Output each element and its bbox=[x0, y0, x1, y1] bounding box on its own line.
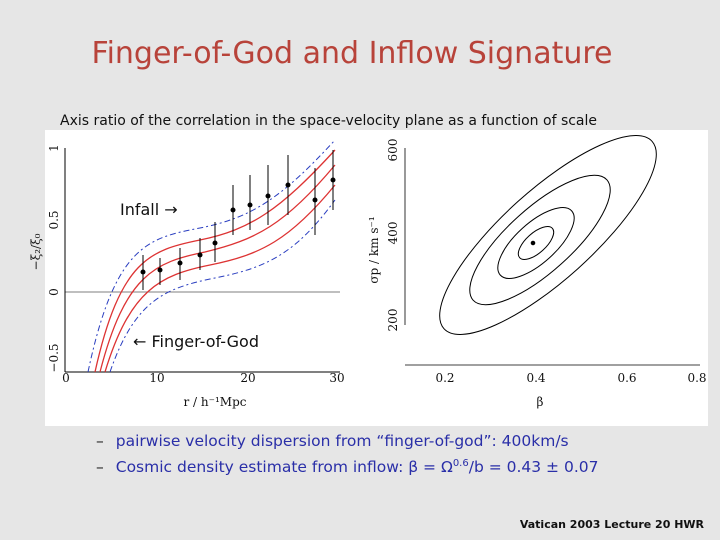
model-curve bbox=[99, 164, 336, 373]
bullet: – Cosmic density estimate from inflow: β … bbox=[96, 458, 599, 477]
bullet-superscript: 0.6 bbox=[452, 458, 469, 469]
y-axis-label: −ξ₂/ξ₀ bbox=[29, 233, 43, 270]
bullet-value: 400km/s bbox=[501, 432, 569, 450]
y-tick-label: 200 bbox=[386, 309, 400, 332]
slide-title: Finger-of-God and Inflow Signature bbox=[91, 36, 613, 71]
y-axis-label: σp / km s⁻¹ bbox=[367, 216, 381, 283]
bullet-text: Cosmic density estimate from inflow: β =… bbox=[115, 458, 453, 477]
model-curve bbox=[109, 199, 336, 373]
caption: Axis ratio of the correlation in the spa… bbox=[60, 113, 598, 129]
figure-panel bbox=[45, 130, 708, 426]
y-tick-label: 600 bbox=[386, 139, 400, 162]
model-curve bbox=[104, 184, 336, 373]
y-tick-label: −0.5 bbox=[47, 343, 61, 372]
x-axis-label: β bbox=[537, 395, 544, 409]
annotation: Infall → bbox=[120, 200, 178, 219]
y-tick-label: 400 bbox=[386, 222, 400, 245]
x-tick-label: 0.4 bbox=[526, 371, 545, 385]
x-tick-label: 10 bbox=[149, 371, 164, 385]
y-tick-label: 0 bbox=[47, 288, 61, 296]
x-tick-label: 0.2 bbox=[435, 371, 454, 385]
bullet-text: pairwise velocity dispersion from “finge… bbox=[115, 432, 502, 450]
x-tick-label: 0 bbox=[62, 371, 70, 385]
footer: Vatican 2003 Lecture 20 HWR bbox=[519, 518, 704, 531]
x-tick-label: 30 bbox=[329, 371, 344, 385]
left-plot bbox=[64, 139, 340, 373]
data-points bbox=[140, 150, 336, 290]
bullet-value: /b = 0.43 ± 0.07 bbox=[468, 458, 599, 477]
model-curve bbox=[87, 139, 336, 373]
y-tick-label: 0.5 bbox=[47, 210, 61, 229]
x-tick-label: 0.6 bbox=[617, 371, 636, 385]
y-tick-label: 1 bbox=[47, 144, 61, 152]
x-tick-label: 0.8 bbox=[687, 371, 706, 385]
x-axis-label: r / h⁻¹Mpc bbox=[184, 395, 247, 409]
right-plot bbox=[404, 135, 700, 366]
annotation: ← Finger-of-God bbox=[133, 332, 259, 351]
x-tick-label: 20 bbox=[240, 371, 255, 385]
bullet: – pairwise velocity dispersion from “fing… bbox=[96, 432, 569, 450]
